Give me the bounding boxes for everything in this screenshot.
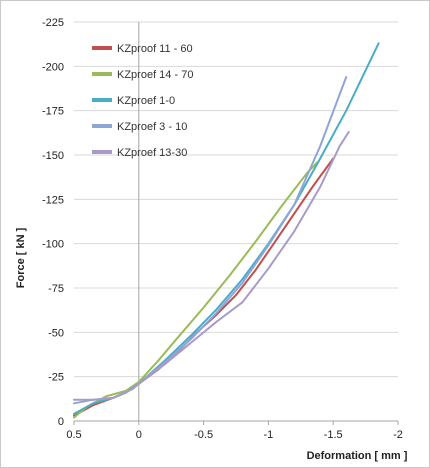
y-tick-label: -175 [42, 106, 64, 118]
legend-label: KZproef 1-0 [117, 95, 175, 107]
y-tick-label: -50 [48, 327, 64, 339]
y-tick-label: -150 [42, 150, 64, 162]
y-tick-label: -225 [42, 17, 64, 29]
grid-layer [74, 21, 398, 378]
x-tick-label: 0.5 [66, 429, 81, 441]
x-axis-title: Deformation [ mm ] [307, 450, 408, 462]
y-tick-label: -125 [42, 194, 64, 206]
y-tick-label: -200 [42, 61, 64, 73]
series-line-2 [73, 161, 319, 419]
x-tick-label: -1.5 [324, 429, 343, 441]
legend-label: KZproef 14 - 70 [117, 69, 193, 81]
x-tick-label: -1 [264, 429, 274, 441]
legend-label: KZproef 13-30 [117, 147, 187, 159]
legend-label: KZproof 11 - 60 [117, 43, 193, 55]
series-line-5 [73, 130, 350, 401]
x-tick-label: -0.5 [194, 429, 213, 441]
y-tick-label: -25 [48, 372, 64, 384]
y-tick-label: 0 [58, 416, 64, 428]
series-layer [73, 42, 380, 419]
x-tick-label: -2 [393, 429, 403, 441]
x-tick-label: 0 [136, 429, 142, 441]
series-line-4 [73, 76, 348, 405]
legend-label: KZproef 3 - 10 [117, 121, 187, 133]
y-tick-label: -75 [48, 283, 64, 295]
y-axis-title: Force [ kN ] [15, 227, 27, 288]
y-tick-label: -100 [42, 239, 64, 251]
legend: KZproof 11 - 60 KZproef 14 - 70 KZproef 1-… [92, 43, 193, 159]
